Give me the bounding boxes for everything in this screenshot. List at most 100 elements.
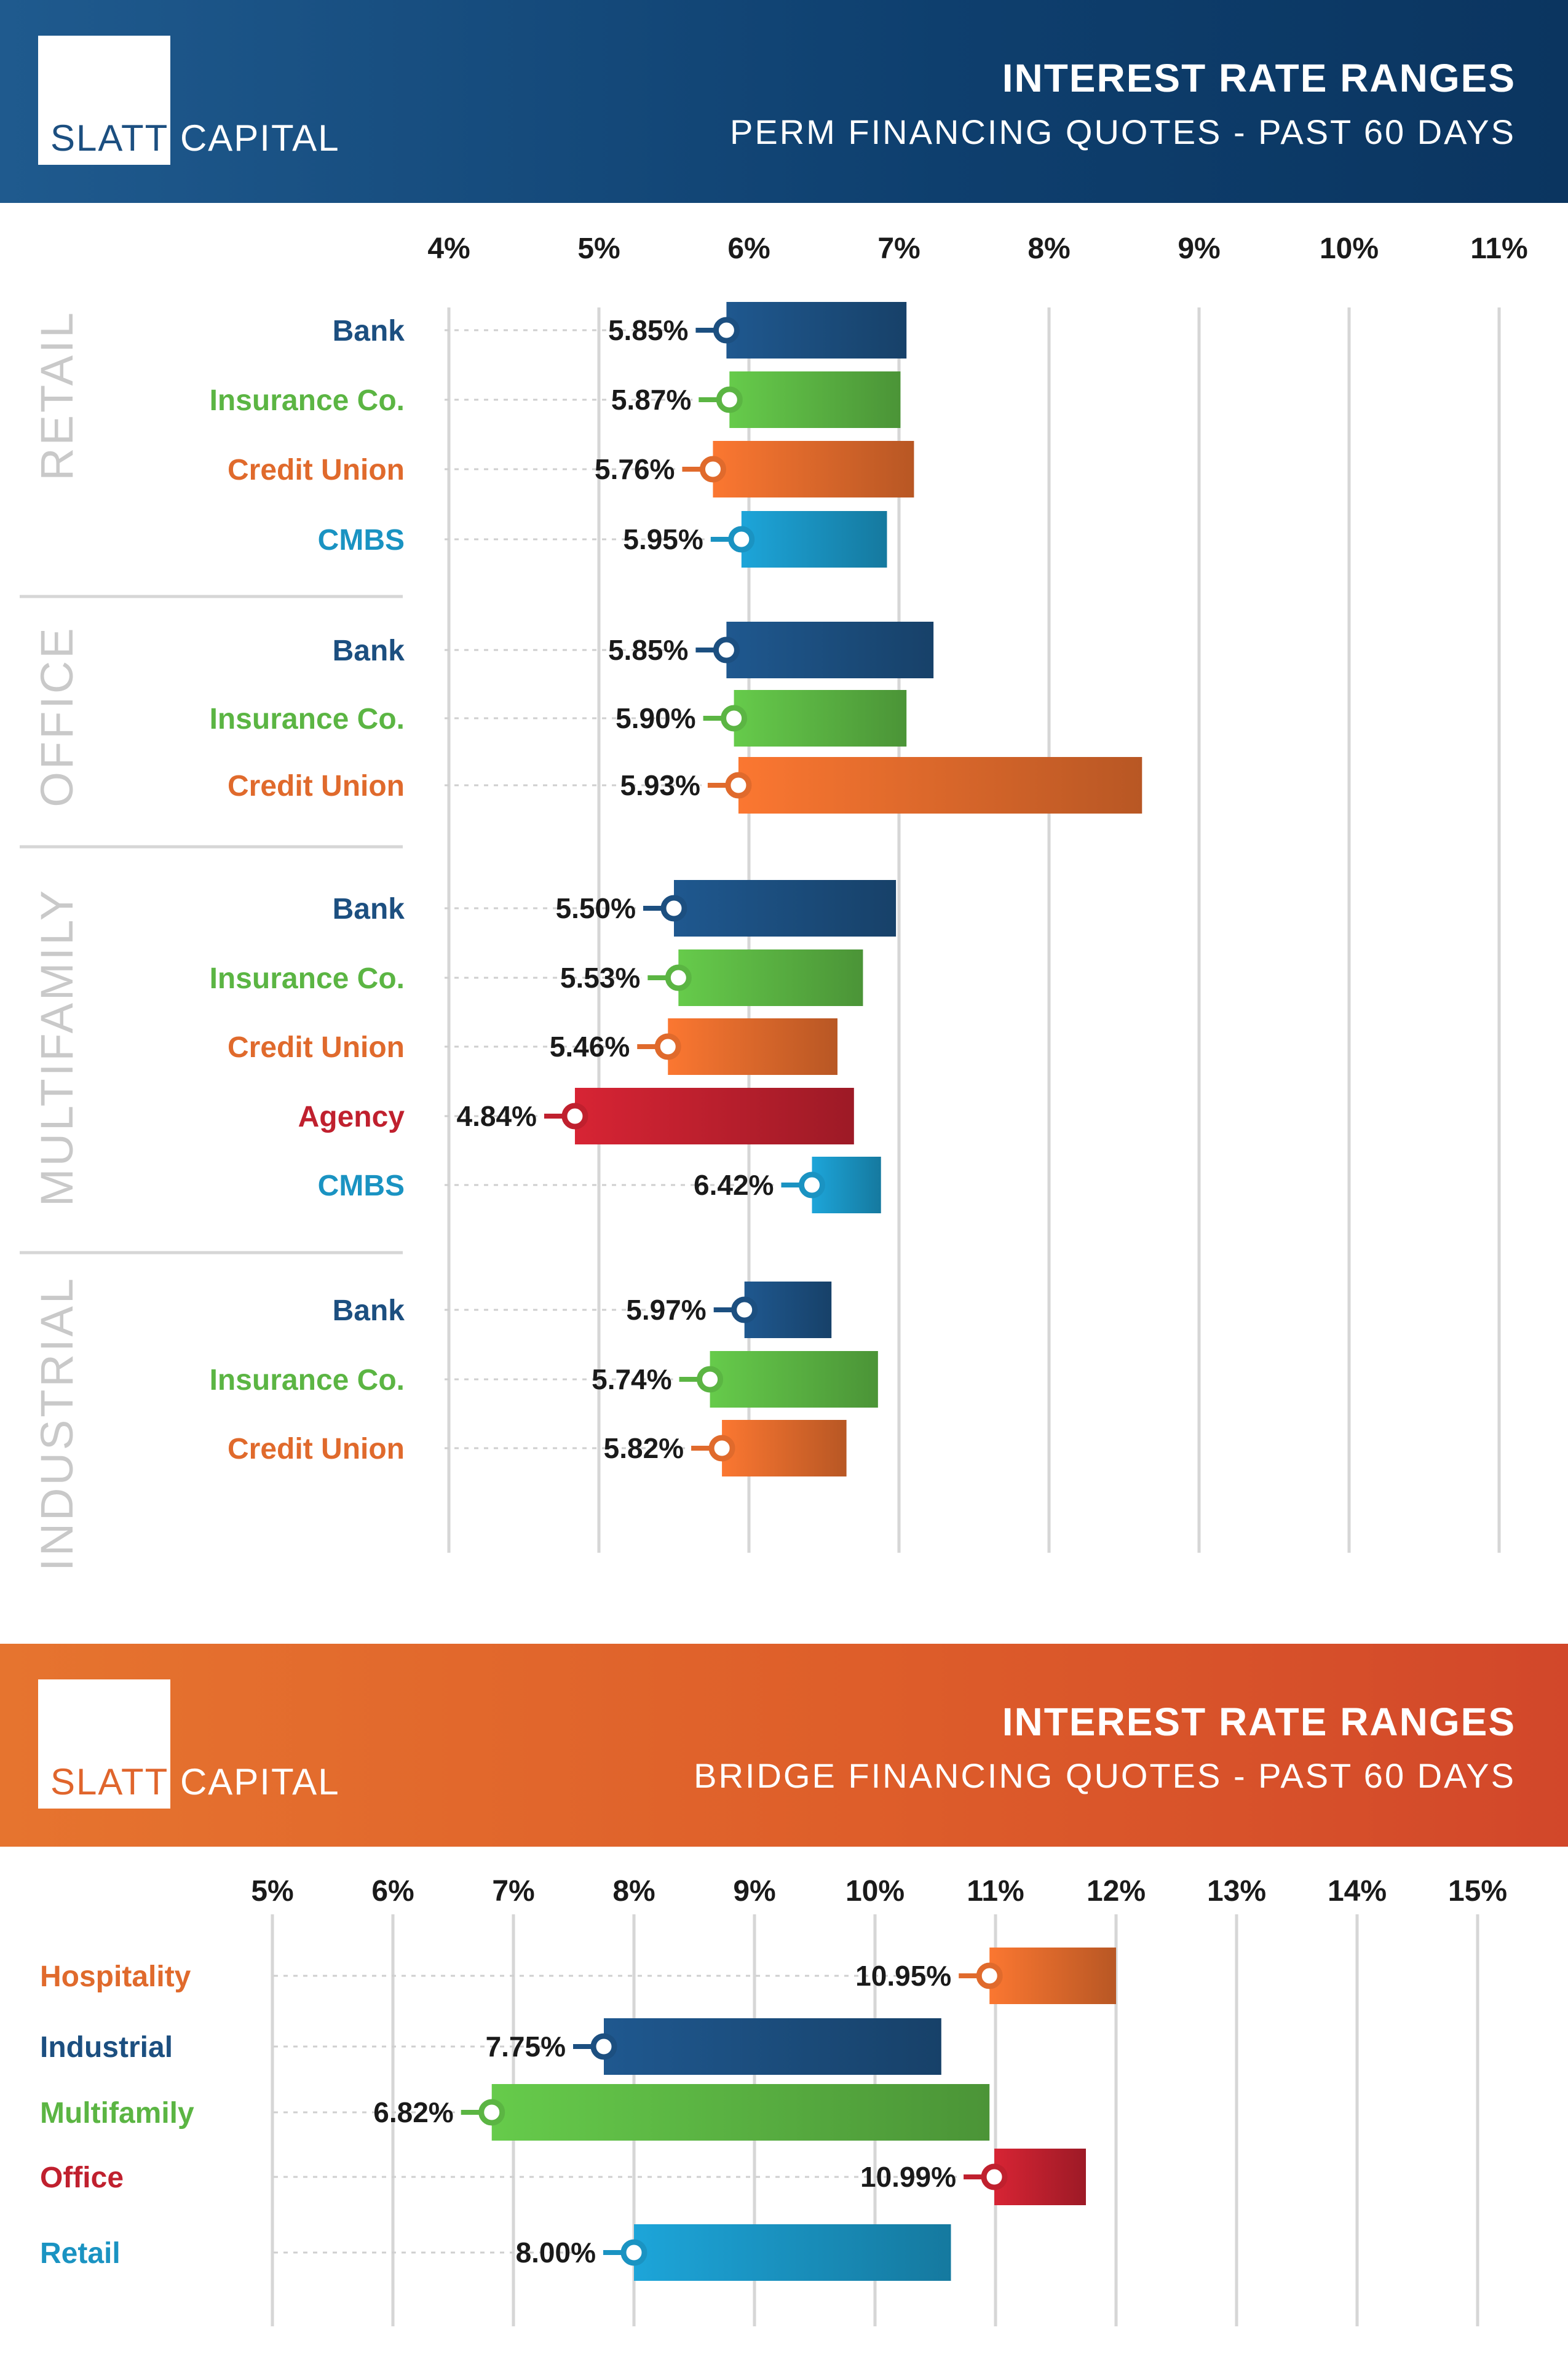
range-row: Credit Union 5.46% (228, 1018, 837, 1075)
x-tick-label: 8% (612, 1875, 655, 1908)
x-tick-label: 11% (1470, 232, 1527, 265)
logo-slatt-text: SLATT (50, 117, 169, 159)
low-rate-marker (728, 526, 755, 553)
row-label: Insurance Co. (210, 384, 405, 417)
bridge-chart: 5% 6% 7% 8% 9% 10% 11% 12% 13% 14% 15% Hospitality 1… (40, 1875, 1507, 2326)
range-row: Agency 4.84% (298, 1088, 854, 1144)
low-rate-label: 5.97% (626, 1294, 706, 1326)
perm-subtitle: PERM FINANCING QUOTES - PAST 60 DAYS (730, 113, 1516, 151)
row-label: Insurance Co. (210, 703, 405, 735)
row-label: Multifamily (40, 2097, 194, 2130)
section-label: INDUSTRIAL (31, 1276, 82, 1571)
slatt-capital-logo-box (38, 1679, 170, 1809)
x-tick-label: 15% (1448, 1875, 1507, 1908)
row-label: Bank (333, 893, 405, 925)
row-label: Credit Union (228, 1031, 405, 1064)
range-bar (729, 371, 901, 428)
range-bar (668, 1018, 837, 1075)
range-bar (634, 2224, 951, 2281)
x-tick-label: 10% (845, 1875, 905, 1908)
row-label: Bank (333, 635, 405, 667)
range-bar (491, 2084, 990, 2141)
low-rate-marker (699, 456, 726, 483)
x-tick-label: 10% (1320, 232, 1379, 265)
x-tick-label: 7% (877, 232, 920, 265)
row-label: Credit Union (228, 1433, 405, 1465)
section-label: MULTIFAMILY (31, 888, 82, 1207)
range-bar (738, 757, 1142, 814)
low-rate-marker (654, 1033, 681, 1060)
low-rate-marker (713, 317, 740, 344)
low-rate-marker (981, 2163, 1008, 2190)
x-tick-label: 11% (967, 1875, 1024, 1908)
row-label: Retail (40, 2237, 121, 2270)
row-label: Hospitality (40, 1960, 191, 1993)
range-bar (989, 1948, 1116, 2004)
x-tick-label: 5% (251, 1875, 293, 1908)
low-rate-marker (620, 2239, 647, 2266)
low-rate-label: 5.85% (608, 634, 688, 666)
logo-capital-text: CAPITAL (180, 117, 340, 159)
low-rate-marker (716, 386, 743, 413)
section-label: RETAIL (31, 310, 82, 481)
range-row: CMBS 5.95% (318, 511, 887, 568)
row-label: Industrial (40, 2031, 173, 2064)
range-row: CMBS 6.42% (318, 1157, 881, 1213)
row-label: Office (40, 2162, 124, 2194)
low-rate-marker (590, 2033, 617, 2060)
range-row: Credit Union 5.82% (228, 1420, 847, 1476)
range-row: Insurance Co. 5.74% (210, 1351, 878, 1408)
low-rate-label: 7.75% (486, 2031, 566, 2063)
low-rate-marker (725, 772, 752, 799)
range-row: Bank 5.97% (333, 1282, 832, 1338)
row-label: Insurance Co. (210, 1364, 405, 1397)
slatt-capital-logo: SLATT CAPITAL (50, 1761, 340, 1803)
row-label: Credit Union (228, 454, 405, 486)
low-rate-label: 5.46% (550, 1031, 630, 1063)
range-bar (726, 302, 907, 359)
low-rate-label: 5.53% (560, 962, 640, 994)
range-row: Insurance Co. 5.90% (210, 690, 907, 747)
low-rate-label: 5.85% (608, 314, 688, 346)
perm-banner: SLATT CAPITAL INTEREST RATE RANGES PERM … (0, 0, 1568, 203)
x-tick-label: 7% (492, 1875, 534, 1908)
x-tick-label: 5% (577, 232, 620, 265)
range-bar (994, 2149, 1086, 2205)
low-rate-label: 5.76% (595, 453, 675, 485)
low-rate-label: 5.50% (556, 892, 636, 924)
low-rate-marker (713, 636, 740, 664)
range-bar (713, 441, 914, 497)
bridge-banner: SLATT CAPITAL INTEREST RATE RANGES BRIDG… (0, 1644, 1568, 1847)
x-tick-label: 13% (1207, 1875, 1266, 1908)
range-row: Hospitality 10.95% (40, 1948, 1116, 2004)
low-rate-label: 5.93% (620, 769, 700, 801)
row-label: CMBS (318, 524, 405, 557)
low-rate-label: 6.42% (694, 1169, 774, 1201)
low-rate-label: 4.84% (457, 1100, 537, 1132)
row-label: Bank (333, 1294, 405, 1327)
range-row: Bank 5.85% (333, 622, 934, 678)
range-bar (604, 2018, 941, 2075)
x-tick-label: 6% (727, 232, 770, 265)
row-label: Agency (298, 1101, 405, 1133)
perm-chart: 4% 5% 6% 7% 8% 9% 10% 11% RETAIL Bank 5.85% Insuran… (20, 232, 1528, 1571)
range-bar (726, 622, 934, 678)
range-row: Bank 5.85% (333, 302, 907, 359)
low-rate-marker (976, 1962, 1003, 1989)
x-tick-label: 14% (1328, 1875, 1387, 1908)
row-label: Credit Union (228, 770, 405, 803)
x-tick-label: 4% (427, 232, 470, 265)
low-rate-marker (697, 1366, 724, 1393)
range-bar (734, 690, 907, 747)
range-row: Multifamily 6.82% (40, 2084, 990, 2141)
low-rate-marker (665, 964, 692, 991)
low-rate-marker (731, 1296, 758, 1323)
x-tick-label: 9% (1178, 232, 1220, 265)
range-row: Insurance Co. 5.87% (210, 371, 901, 428)
low-rate-label: 10.95% (855, 1960, 951, 1992)
x-tick-label: 12% (1087, 1875, 1146, 1908)
low-rate-label: 8.00% (516, 2237, 596, 2269)
range-bar (741, 511, 887, 568)
slatt-capital-logo: SLATT CAPITAL (50, 117, 340, 159)
x-tick-label: 8% (1028, 232, 1070, 265)
